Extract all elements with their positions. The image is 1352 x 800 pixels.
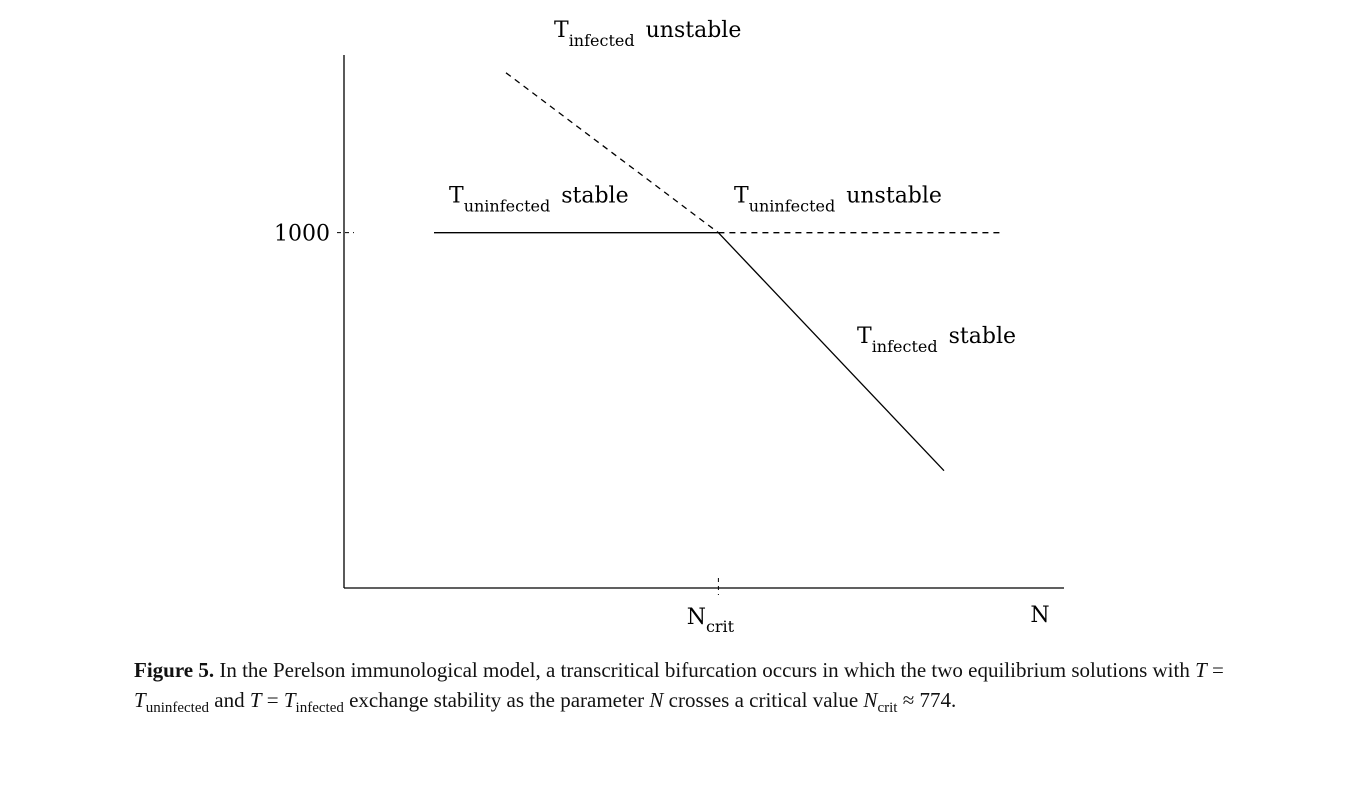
caption-param: N: [649, 688, 664, 712]
series-line-2: [505, 72, 719, 234]
caption-text-1: In the Perelson immunological model, a t…: [214, 658, 1196, 682]
series-layer: [434, 72, 1004, 472]
x-tick-label-sub-0: crit: [706, 617, 735, 636]
caption-ncrit: N: [863, 688, 878, 712]
bifurcation-chart: 1000 Ncrit Tinfected unstable Tuninfected …: [274, 18, 1064, 636]
caption-text-2: and: [209, 688, 250, 712]
x-axis-label: N: [1030, 603, 1049, 628]
caption-eq1-lhs: T: [1195, 658, 1207, 682]
annotation-label-3: Tinfected stable: [857, 324, 1016, 356]
caption-approx: ≈ 774.: [897, 688, 957, 712]
annotation-label-0: Tinfected unstable: [554, 18, 741, 50]
caption-eq1-rhs: T: [134, 688, 146, 712]
caption-text-4: crosses a critical value: [663, 688, 864, 712]
caption-eq2-rhs-sub: infected: [295, 700, 344, 716]
caption-eq1-op: =: [1206, 658, 1224, 682]
annotation-label-2: Tuninfected unstable: [734, 183, 942, 215]
series-line-3: [717, 232, 945, 472]
annotation-label-1: Tuninfected stable: [449, 183, 629, 215]
figure-caption: Figure 5. In the Perelson immunological …: [134, 655, 1224, 723]
caption-eq2-op: =: [261, 688, 284, 712]
tick-layer: 1000 Ncrit: [274, 222, 735, 636]
caption-eq2-rhs: T: [283, 688, 296, 712]
y-tick-label-0: 1000: [274, 222, 330, 247]
caption-eq1-rhs-sub: uninfected: [145, 700, 209, 716]
caption-text-3: exchange stability as the parameter: [343, 688, 650, 712]
caption-ncrit-sub: crit: [877, 700, 898, 716]
caption-eq2-lhs: T: [249, 688, 262, 712]
annotation-layer: Tinfected unstable Tuninfected stable Tuni…: [449, 18, 1016, 356]
x-tick-label-0: Ncrit: [687, 605, 735, 636]
figure-number: Figure 5.: [134, 658, 215, 682]
